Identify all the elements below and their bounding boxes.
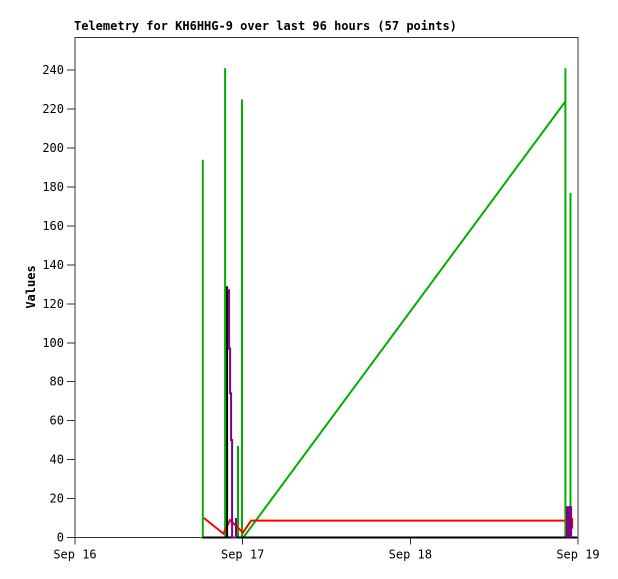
x-tick-label: Sep 17	[221, 548, 264, 562]
y-tick-label: 0	[57, 531, 64, 545]
y-tick-label: 200	[42, 141, 64, 155]
series-purple-line	[227, 289, 237, 539]
y-tick-label: 180	[42, 180, 64, 194]
x-tick-label: Sep 19	[556, 548, 599, 562]
y-tick-label: 140	[42, 258, 64, 272]
chart-title: Telemetry for KH6HHG-9 over last 96 hour…	[74, 19, 457, 33]
y-tick-label: 220	[42, 102, 64, 116]
series-purple-end-marker-line	[565, 506, 573, 538]
y-tick-label: 240	[42, 63, 64, 77]
y-tick-label: 40	[50, 453, 64, 467]
x-tick-label: Sep 18	[389, 548, 432, 562]
series-black-line	[202, 286, 578, 539]
y-tick-label: 80	[50, 375, 64, 389]
y-tick-label: 120	[42, 297, 64, 311]
series-red-line	[203, 517, 565, 536]
series-green-line	[201, 68, 572, 539]
y-tick-label: 60	[50, 414, 64, 428]
plot-border	[74, 37, 579, 538]
x-tick-label: Sep 16	[53, 548, 96, 562]
y-tick-label: 20	[50, 492, 64, 506]
y-tick-label: 160	[42, 219, 64, 233]
y-tick-label: 100	[42, 336, 64, 350]
